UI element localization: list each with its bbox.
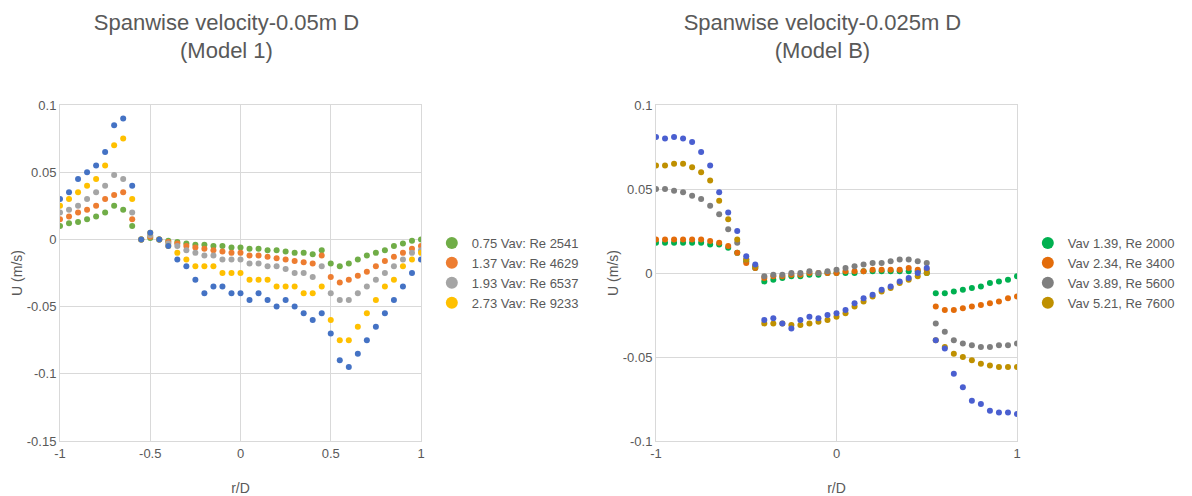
svg-text:0.75 Vav: Re 2541: 0.75 Vav: Re 2541 — [472, 236, 579, 251]
svg-text:U (m/s): U (m/s) — [605, 250, 621, 296]
svg-text:Spanwise velocity-0.025m D(Mod: Spanwise velocity-0.025m D(Model B) — [684, 10, 962, 64]
svg-text:0.5: 0.5 — [322, 446, 340, 461]
svg-text:-0.5: -0.5 — [139, 446, 161, 461]
svg-text:0: 0 — [49, 232, 56, 247]
svg-text:Vav 2.34, Re 3400: Vav 2.34, Re 3400 — [1068, 256, 1175, 271]
svg-text:Vav 3.89, Re 5600: Vav 3.89, Re 5600 — [1068, 276, 1175, 291]
svg-text:0.05: 0.05 — [31, 165, 56, 180]
svg-text:Spanwise velocity-0.05m D(Mode: Spanwise velocity-0.05m D(Model 1) — [94, 10, 359, 64]
svg-text:0: 0 — [833, 446, 840, 461]
svg-text:0.1: 0.1 — [38, 98, 56, 113]
svg-text:1.37 Vav: Re 4629: 1.37 Vav: Re 4629 — [472, 256, 579, 271]
svg-text:-1: -1 — [650, 446, 662, 461]
svg-text:-0.05: -0.05 — [27, 299, 57, 314]
svg-text:0.05: 0.05 — [627, 182, 652, 197]
svg-text:Vav 5.21, Re 7600: Vav 5.21, Re 7600 — [1068, 296, 1175, 311]
svg-text:2.73 Vav: Re 9233: 2.73 Vav: Re 9233 — [472, 296, 579, 311]
svg-text:1: 1 — [1013, 446, 1020, 461]
svg-text:-0.1: -0.1 — [630, 434, 652, 449]
svg-text:-1: -1 — [54, 446, 66, 461]
svg-text:-0.05: -0.05 — [623, 350, 653, 365]
svg-text:r/D: r/D — [231, 480, 250, 496]
svg-text:1: 1 — [417, 446, 424, 461]
svg-text:1.93 Vav: Re 6537: 1.93 Vav: Re 6537 — [472, 276, 579, 291]
svg-text:0.1: 0.1 — [634, 98, 652, 113]
svg-text:-0.1: -0.1 — [34, 366, 56, 381]
svg-text:0: 0 — [645, 266, 652, 281]
svg-text:r/D: r/D — [827, 480, 846, 496]
svg-text:U (m/s): U (m/s) — [9, 250, 25, 296]
svg-text:-0.15: -0.15 — [27, 434, 57, 449]
svg-text:0: 0 — [237, 446, 244, 461]
svg-text:Vav 1.39, Re 2000: Vav 1.39, Re 2000 — [1068, 236, 1175, 251]
